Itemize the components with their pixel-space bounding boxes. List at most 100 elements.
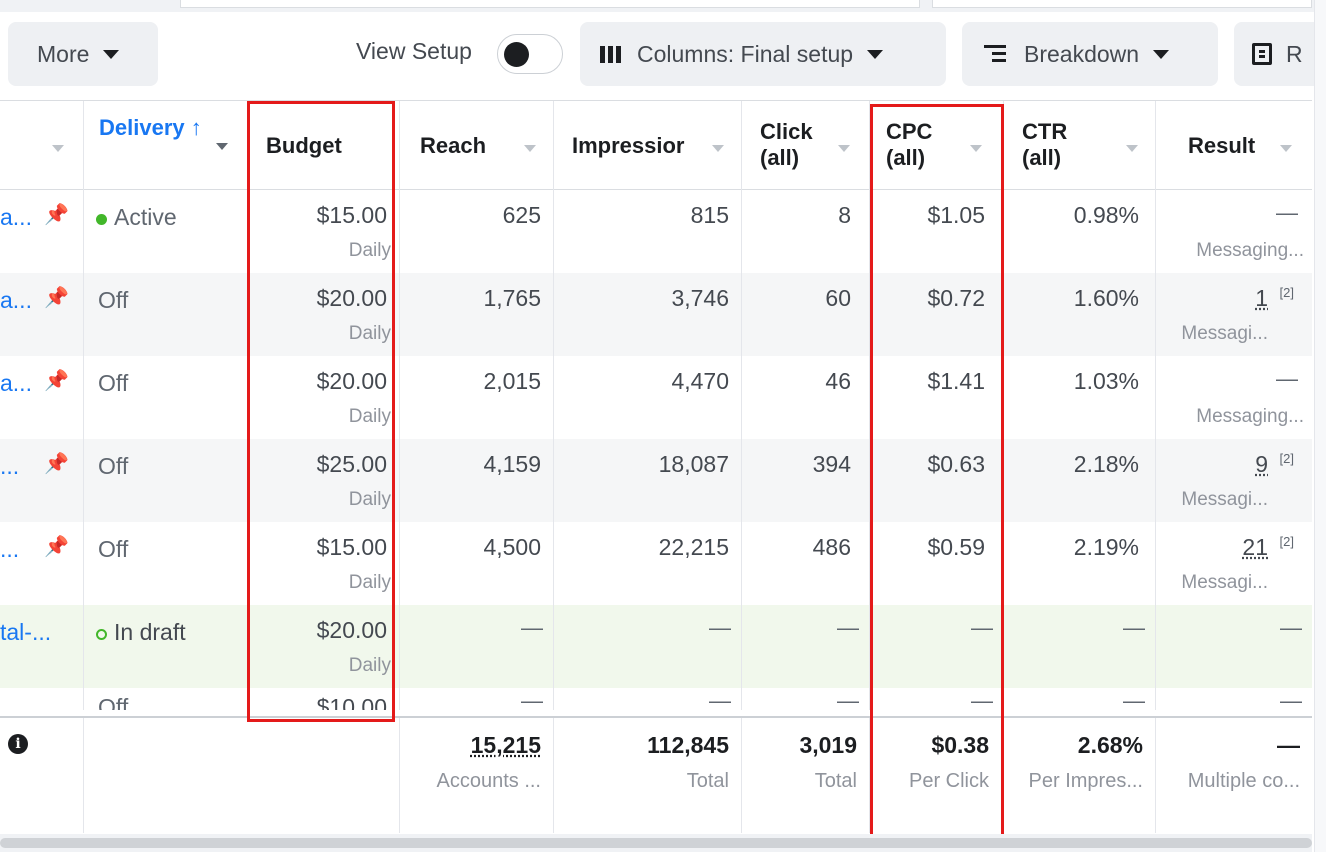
budget-value[interactable]: $25.00	[316, 451, 387, 477]
column-header-budget[interactable]: Budget	[248, 101, 400, 191]
table-header: Delivery ↑ Budget Reach Impressior Click…	[0, 100, 1312, 191]
cpc-value: $0.59	[927, 534, 985, 560]
result-value[interactable]: 9	[1255, 451, 1268, 477]
total-result: —	[1277, 732, 1300, 758]
result-footnote: [2]	[1279, 534, 1294, 549]
sort-icon	[52, 145, 64, 152]
campaign-name[interactable]: ...	[0, 453, 20, 479]
cpc-value: $0.72	[927, 285, 985, 311]
reach-header-label: Reach	[420, 133, 487, 158]
sort-icon	[838, 145, 850, 152]
result-value[interactable]: 1	[1255, 285, 1268, 311]
pin-icon[interactable]: 📌	[44, 287, 69, 309]
pin-icon[interactable]: 📌	[44, 453, 69, 475]
campaign-name[interactable]: ...	[0, 536, 20, 562]
column-header-cpc[interactable]: CPC (all)	[870, 101, 1004, 191]
delivery-status: Off	[98, 694, 129, 710]
column-header-ctr[interactable]: CTR (all)	[1004, 101, 1156, 191]
clicks-value: 60	[825, 285, 851, 311]
table-row[interactable]: a... 📌 Off $20.00 Daily 2,015 4,470 46 $…	[0, 356, 1312, 439]
total-ctr: 2.68%	[1077, 732, 1143, 758]
budget-value[interactable]: $15.00	[316, 202, 387, 228]
more-label: More	[37, 40, 90, 67]
table-row[interactable]: ... 📌 Off $25.00 Daily 4,159 18,087 394 …	[0, 439, 1312, 522]
pin-icon[interactable]: 📌	[44, 370, 69, 392]
vertical-scrollbar[interactable]	[1314, 0, 1326, 852]
reach-value: 4,159	[483, 451, 541, 477]
campaign-name[interactable]: a...	[0, 204, 32, 230]
delivery-status: Active	[114, 204, 177, 230]
campaign-name[interactable]: a...	[0, 287, 32, 313]
table-row[interactable]: Off $10.00 — — — — — —	[0, 688, 1312, 710]
sort-icon	[216, 143, 228, 150]
total-cpc: $0.38	[931, 732, 989, 758]
budget-value[interactable]: $10.00	[316, 694, 387, 710]
pin-icon[interactable]: 📌	[44, 204, 69, 226]
impressions-value: 815	[690, 202, 729, 228]
result-header-label: Result	[1188, 133, 1256, 158]
budget-type: Daily	[348, 655, 391, 676]
sort-icon	[524, 145, 536, 152]
breakdown-icon	[984, 44, 1006, 64]
budget-type: Daily	[348, 240, 391, 261]
budget-type: Daily	[348, 489, 391, 510]
more-button[interactable]: More	[8, 22, 158, 86]
clicks-value: —	[837, 688, 859, 710]
column-header-result[interactable]: Result	[1156, 101, 1312, 191]
cpc-value: —	[971, 688, 993, 710]
budget-value[interactable]: $20.00	[316, 368, 387, 394]
ctr-value: 1.03%	[1073, 368, 1139, 394]
impressions-value: 3,746	[671, 285, 729, 311]
scrollbar-thumb[interactable]	[0, 838, 1312, 848]
horizontal-scrollbar[interactable]	[0, 834, 1312, 852]
result-type: Messagi...	[1181, 572, 1268, 593]
budget-type: Daily	[348, 406, 391, 427]
result-footnote: [2]	[1279, 451, 1294, 466]
totals-row: i 15,215 Accounts ... 112,845 Total 3,01…	[0, 716, 1312, 833]
status-active-dot	[96, 214, 107, 225]
budget-type: Daily	[348, 323, 391, 344]
column-header-reach[interactable]: Reach	[400, 101, 554, 191]
caret-down-icon	[1153, 49, 1170, 59]
total-clicks: 3,019	[799, 732, 857, 758]
result-footnote: [2]	[1279, 285, 1294, 300]
delivery-status: In draft	[114, 619, 186, 645]
sort-icon	[1126, 145, 1138, 152]
campaign-name[interactable]: a...	[0, 370, 32, 396]
info-icon[interactable]: i	[8, 734, 28, 754]
breakdown-button[interactable]: Breakdown	[962, 22, 1218, 86]
pin-icon[interactable]: 📌	[44, 536, 69, 558]
result-type: Messagi...	[1181, 323, 1268, 344]
cpc-value: $0.63	[927, 451, 985, 477]
ctr-value: 2.19%	[1073, 534, 1139, 560]
column-header-name[interactable]	[0, 101, 84, 191]
budget-value[interactable]: $20.00	[316, 617, 387, 643]
cpc-value: —	[971, 615, 993, 640]
total-reach[interactable]: 15,215	[470, 732, 541, 758]
view-setup-toggle[interactable]	[497, 34, 563, 74]
budget-value[interactable]: $15.00	[316, 534, 387, 560]
table-row[interactable]: tal-... In draft $20.00 Daily — — — — — …	[0, 605, 1312, 688]
toggle-knob	[504, 42, 529, 67]
clicks-value: 486	[812, 534, 851, 560]
top-panel-right	[932, 0, 1312, 8]
column-header-clicks[interactable]: Click (all)	[742, 101, 870, 191]
ctr-value: 0.98%	[1073, 202, 1139, 228]
table-row[interactable]: ... 📌 Off $15.00 Daily 4,500 22,215 486 …	[0, 522, 1312, 605]
columns-button[interactable]: Columns: Final setup	[580, 22, 946, 86]
result-value: —	[1280, 688, 1302, 710]
ctr-value: —	[1123, 688, 1145, 710]
result-value[interactable]: 21	[1242, 534, 1268, 560]
column-header-impressions[interactable]: Impressior	[554, 101, 742, 191]
ctr-value: 2.18%	[1073, 451, 1139, 477]
caret-down-icon	[867, 49, 884, 59]
budget-value[interactable]: $20.00	[316, 285, 387, 311]
column-header-delivery[interactable]: Delivery ↑	[84, 101, 248, 191]
campaign-name[interactable]: tal-...	[0, 619, 52, 645]
table-row[interactable]: a... 📌 Active $15.00 Daily 625 815 8 $1.…	[0, 190, 1312, 273]
total-ctr-label: Per Impres...	[1028, 770, 1143, 792]
campaign-table: Delivery ↑ Budget Reach Impressior Click…	[0, 100, 1312, 833]
impressions-header-label: Impressior	[572, 133, 685, 158]
reports-button[interactable]: R	[1234, 22, 1326, 86]
table-row[interactable]: a... 📌 Off $20.00 Daily 1,765 3,746 60 $…	[0, 273, 1312, 356]
